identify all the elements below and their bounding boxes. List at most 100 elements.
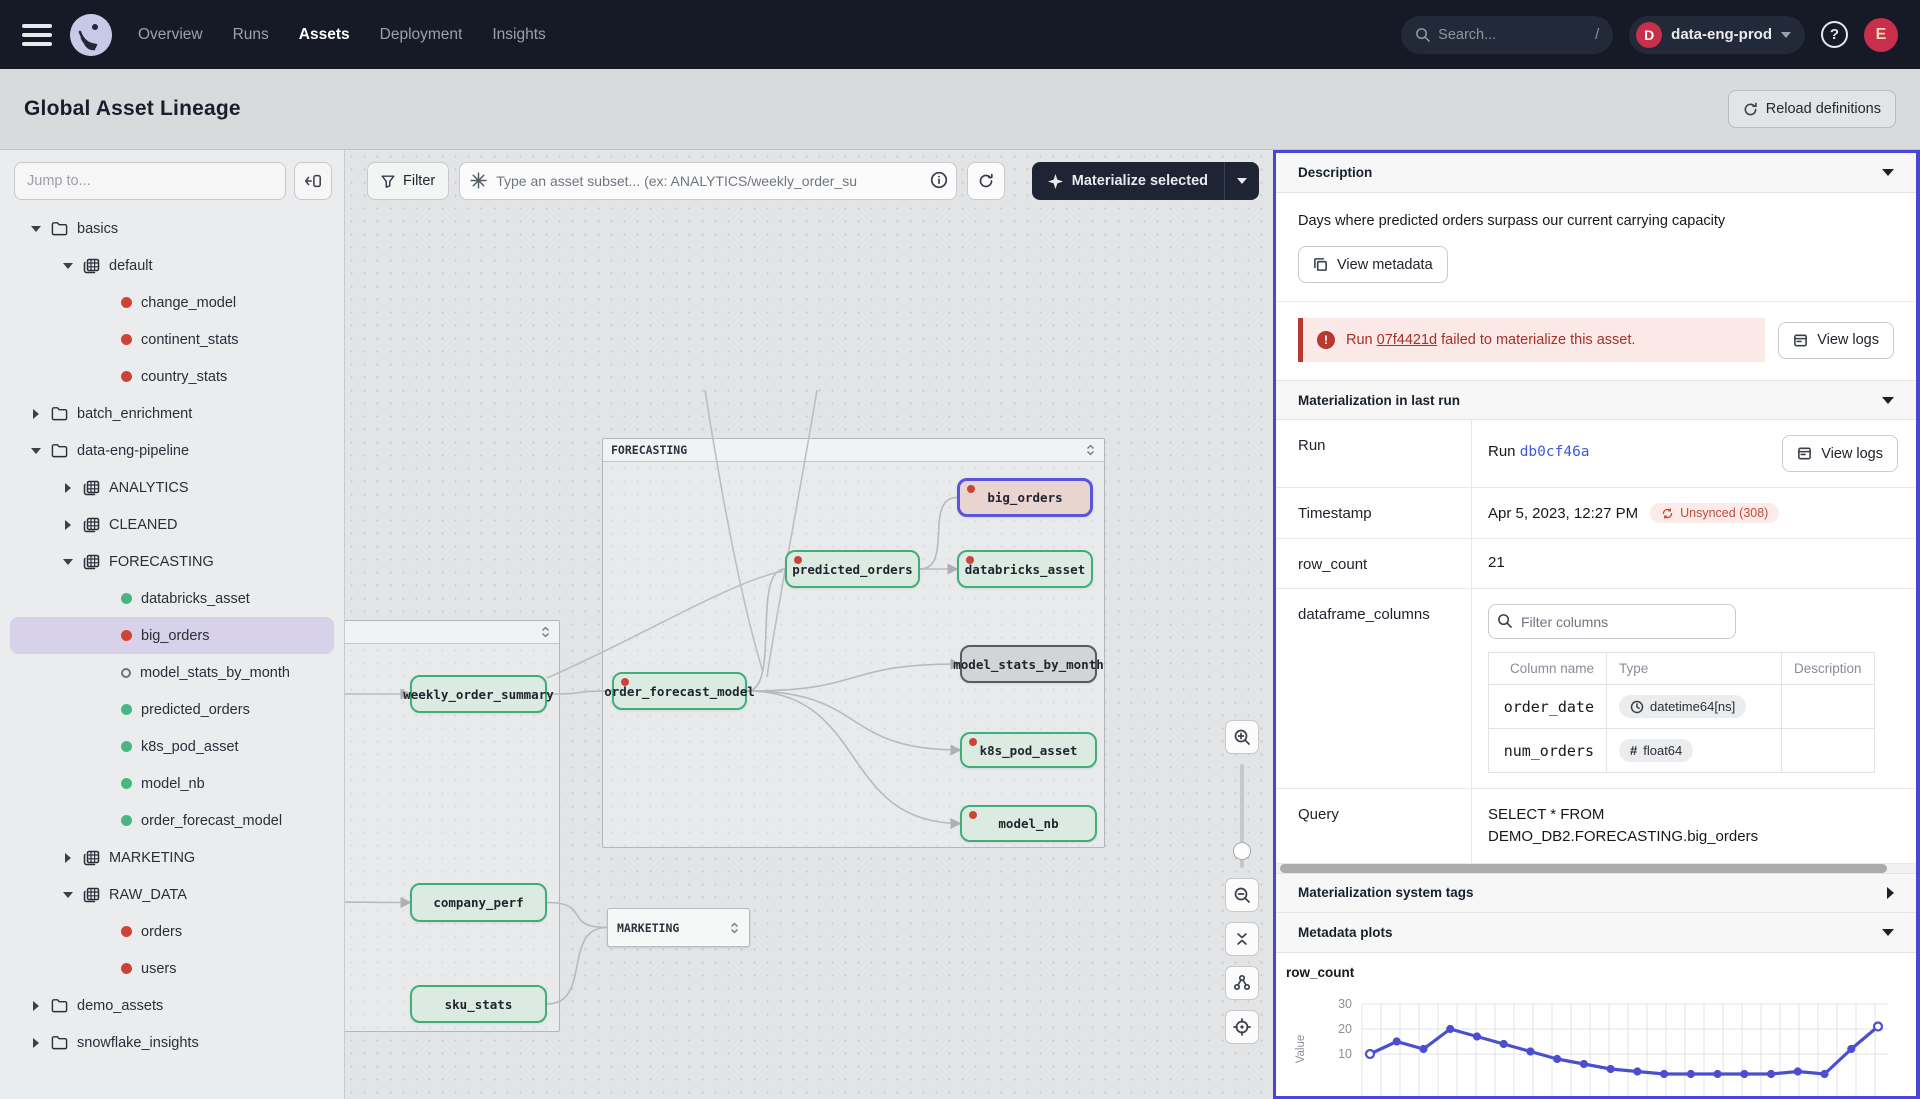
jump-to-input[interactable] (14, 162, 286, 200)
nav-tab-deployment[interactable]: Deployment (379, 25, 463, 43)
view-metadata-button[interactable]: View metadata (1298, 246, 1448, 283)
sidebar-item-snowflake_insights[interactable]: snowflake_insights (0, 1024, 344, 1061)
failed-run-link[interactable]: 07f4421d (1376, 332, 1438, 348)
asset-node-model_nb[interactable]: model_nb (960, 805, 1097, 842)
dagster-logo[interactable] (70, 13, 112, 56)
asset-node-databricks_asset[interactable]: databricks_asset (957, 550, 1093, 588)
asset-node-order_forecast_model[interactable]: order_forecast_model (604, 672, 755, 710)
sidebar-item-demo_assets[interactable]: demo_assets (0, 987, 344, 1024)
filter-columns-input[interactable] (1488, 604, 1736, 639)
run-id-link[interactable]: db0cf46a (1519, 444, 1590, 460)
sidebar-item-default[interactable]: default (0, 247, 344, 284)
sidebar-item-model_stats_by_month[interactable]: model_stats_by_month (0, 654, 344, 691)
asset-node-label: company_perf (433, 895, 524, 910)
sidebar-item-predicted_orders[interactable]: predicted_orders (0, 691, 344, 728)
chevron-right-icon[interactable] (30, 408, 42, 419)
asset-node-weekly_order_summary[interactable]: weekly_order_summary (403, 675, 554, 713)
group-header[interactable] (345, 621, 559, 644)
help-icon[interactable]: ? (1821, 21, 1848, 48)
view-logs-button[interactable]: View logs (1782, 435, 1898, 472)
section-description[interactable]: Description (1276, 153, 1916, 193)
sidebar-item-RAW_DATA[interactable]: RAW_DATA (0, 876, 344, 913)
group-header[interactable]: FORECASTING (603, 439, 1104, 462)
avatar[interactable]: E (1864, 17, 1898, 52)
asset-node-sku_stats[interactable]: sku_stats (410, 985, 547, 1023)
sidebar-item-orders[interactable]: orders (0, 913, 344, 950)
chevron-right-icon[interactable] (62, 519, 74, 530)
zoom-slider-handle[interactable] (1233, 842, 1251, 860)
section-system-tags[interactable]: Materialization system tags (1276, 872, 1916, 913)
sidebar-item-FORECASTING[interactable]: FORECASTING (0, 543, 344, 580)
sidebar-item-batch_enrichment[interactable]: batch_enrichment (0, 395, 344, 432)
materialize-selected-button[interactable]: Materialize selected (1031, 162, 1259, 200)
chevron-down-icon[interactable] (30, 225, 42, 232)
info-icon[interactable] (930, 171, 948, 189)
materialize-options-caret[interactable] (1225, 162, 1259, 200)
sidebar-item-data-eng-pipeline[interactable]: data-eng-pipeline (0, 432, 344, 469)
nav-tab-assets[interactable]: Assets (298, 25, 350, 43)
nav-tab-insights[interactable]: Insights (492, 25, 546, 43)
asset-tree-sidebar: basics default change_model continent_stats… (0, 150, 345, 1099)
sidebar-item-model_nb[interactable]: model_nb (0, 765, 344, 802)
sidebar-item-basics[interactable]: basics (0, 210, 344, 247)
graph-icon[interactable] (1225, 966, 1259, 1000)
status-dot-red (969, 738, 977, 746)
filter-button[interactable]: Filter (367, 162, 450, 200)
sidebar-item-k8s_pod_asset[interactable]: k8s_pod_asset (0, 728, 344, 765)
collapsed-group-MARKETING[interactable]: MARKETING (607, 908, 750, 947)
expander-icon[interactable] (540, 626, 551, 638)
locate-icon[interactable] (1225, 1010, 1259, 1044)
chevron-right-icon[interactable] (30, 1037, 42, 1048)
chevron-down-icon[interactable] (30, 447, 42, 454)
zoom-in-icon[interactable] (1225, 720, 1259, 754)
nav-tab-runs[interactable]: Runs (232, 25, 269, 43)
asset-node-model_stats_by_month[interactable]: model_stats_by_month (953, 645, 1104, 683)
reload-definitions-button[interactable]: Reload definitions (1727, 90, 1896, 128)
asset-node-k8s_pod_asset[interactable]: k8s_pod_asset (960, 732, 1097, 768)
sidebar-item-label: model_stats_by_month (140, 664, 290, 681)
sidebar-item-MARKETING[interactable]: MARKETING (0, 839, 344, 876)
chevron-down-icon[interactable] (62, 891, 74, 898)
asset-node-predicted_orders[interactable]: predicted_orders (785, 550, 920, 588)
chevron-right-icon[interactable] (62, 482, 74, 493)
chevron-down-icon[interactable] (62, 558, 74, 565)
asset-node-big_orders[interactable]: big_orders (957, 478, 1093, 517)
deployment-switcher[interactable]: D data-eng-prod (1629, 15, 1805, 54)
sidebar-item-big_orders[interactable]: big_orders (10, 617, 334, 654)
sidebar-item-label: RAW_DATA (109, 886, 187, 903)
lineage-edges (345, 389, 962, 1005)
horizontal-scrollbar[interactable] (1276, 863, 1916, 873)
asset-subset-input[interactable] (459, 162, 958, 200)
sidebar-item-change_model[interactable]: change_model (0, 284, 344, 321)
unsynced-badge[interactable]: Unsynced (308) (1650, 503, 1780, 523)
hamburger-icon[interactable] (22, 23, 52, 46)
view-logs-button[interactable]: View logs (1778, 321, 1894, 359)
copy-icon (1314, 258, 1327, 271)
edge-offscreen (704, 389, 764, 673)
sidebar-item-CLEANED[interactable]: CLEANED (0, 506, 344, 543)
sidebar-item-databricks_asset[interactable]: databricks_asset (0, 580, 344, 617)
chevron-right-icon[interactable] (30, 1000, 42, 1011)
sidebar-item-country_stats[interactable]: country_stats (0, 358, 344, 395)
expander-icon[interactable] (729, 922, 740, 934)
asset-node-company_perf[interactable]: company_perf (410, 883, 547, 922)
panel-collapse-icon[interactable] (294, 162, 332, 200)
chevron-right-icon[interactable] (62, 852, 74, 863)
asset-group-icon (83, 480, 100, 496)
expander-icon[interactable] (1085, 444, 1096, 456)
section-materialization-last-run[interactable]: Materialization in last run (1276, 380, 1916, 420)
sidebar-item-continent_stats[interactable]: continent_stats (0, 321, 344, 358)
chevron-down-icon[interactable] (62, 262, 74, 269)
nav-tab-overview[interactable]: Overview (138, 25, 203, 43)
section-metadata-plots[interactable]: Metadata plots (1276, 912, 1916, 953)
scrollbar-thumb[interactable] (1280, 863, 1887, 873)
refresh-button[interactable] (967, 162, 1006, 200)
sidebar-item-ANALYTICS[interactable]: ANALYTICS (0, 469, 344, 506)
collapse-vertical-icon[interactable] (1225, 922, 1259, 956)
zoom-slider[interactable] (1233, 764, 1251, 868)
sidebar-item-users[interactable]: users (0, 950, 344, 987)
lineage-canvas[interactable]: Filter Materialize selected FORECASTING b… (345, 150, 1273, 1099)
sidebar-item-order_forecast_model[interactable]: order_forecast_model (0, 802, 344, 839)
global-search[interactable]: Search... / (1401, 15, 1614, 54)
zoom-out-icon[interactable] (1225, 878, 1259, 912)
